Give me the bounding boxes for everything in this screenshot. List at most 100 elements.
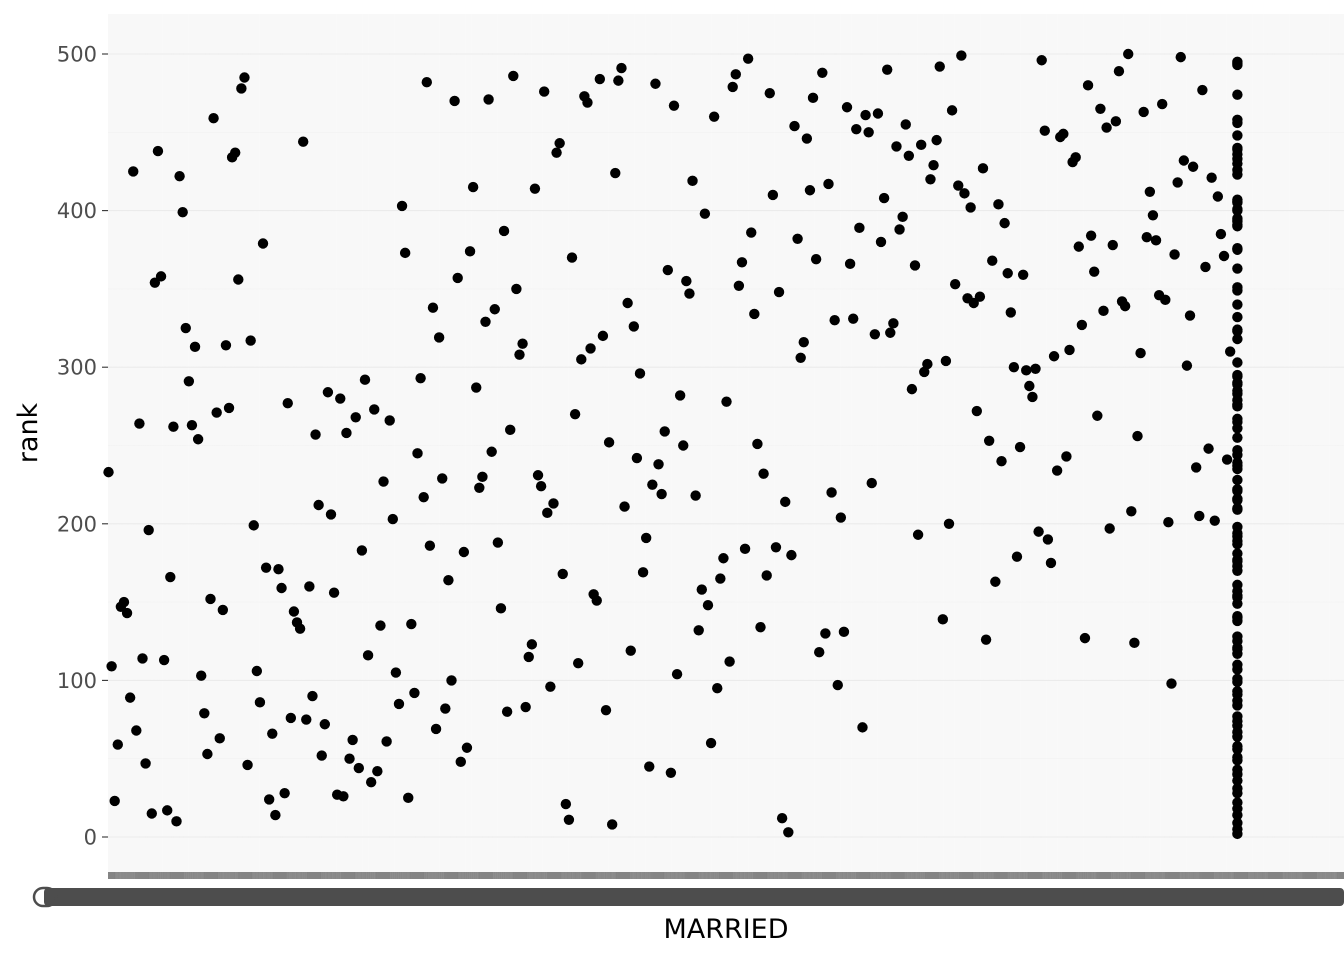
x-axis-title: MARRIED [663, 914, 788, 945]
data-point [301, 714, 312, 725]
data-point [282, 398, 293, 409]
data-point [1132, 430, 1143, 442]
data-point [263, 794, 275, 805]
data-point [443, 574, 454, 586]
y-axis-title: rank [13, 402, 44, 463]
data-point [304, 581, 315, 592]
data-point [171, 816, 182, 827]
data-point [906, 383, 918, 395]
data-point [854, 222, 865, 234]
data-point [894, 224, 905, 235]
data-point [687, 175, 698, 187]
data-point [344, 753, 355, 764]
data-point [980, 634, 992, 645]
data-point [437, 473, 448, 484]
data-point [285, 712, 297, 724]
data-point [483, 94, 494, 105]
data-point [671, 668, 683, 680]
data-point [764, 87, 775, 99]
data-point [746, 227, 757, 238]
data-point [965, 202, 976, 213]
data-point [480, 316, 491, 327]
data-point [1232, 751, 1243, 763]
data-point [233, 274, 244, 285]
data-point [829, 315, 840, 326]
gridlines [108, 14, 1344, 872]
data-point [727, 81, 738, 93]
data-point [801, 133, 813, 144]
data-point [739, 543, 751, 555]
data-point [832, 679, 843, 691]
data-point [795, 352, 806, 363]
data-point [742, 53, 754, 64]
data-point [1017, 269, 1029, 281]
data-point [239, 72, 250, 83]
data-point [872, 108, 884, 119]
data-point [1232, 333, 1243, 345]
data-point [551, 147, 562, 158]
data-point [730, 69, 741, 80]
data-point [109, 795, 120, 807]
data-point [230, 147, 241, 158]
data-point [328, 587, 340, 598]
data-point [696, 584, 707, 595]
data-point [313, 499, 324, 511]
data-point [857, 722, 868, 733]
data-point [603, 437, 615, 448]
data-point [131, 725, 142, 736]
data-point [752, 438, 763, 450]
data-point [384, 415, 395, 426]
data-point [477, 471, 488, 483]
plot-panel-background [108, 14, 1344, 872]
data-point [943, 518, 955, 529]
data-point [449, 95, 460, 107]
data-point [659, 426, 670, 437]
data-point [909, 260, 921, 271]
data-point [1181, 360, 1193, 371]
data-point [267, 728, 278, 739]
data-point [922, 358, 933, 370]
data-point [1184, 310, 1196, 321]
data-point [572, 657, 584, 669]
data-point [860, 109, 871, 121]
data-point [990, 576, 1001, 587]
data-point [409, 687, 420, 699]
data-point [381, 736, 392, 747]
data-point [335, 393, 346, 404]
data-point [634, 368, 646, 379]
data-point [1232, 817, 1243, 829]
y-tick-label: 500 [57, 43, 97, 67]
data-point [1089, 266, 1100, 277]
data-point [433, 332, 445, 343]
data-point [1232, 711, 1243, 722]
data-point [1232, 659, 1243, 670]
data-point [919, 366, 930, 378]
data-point [1098, 305, 1109, 317]
data-point [699, 208, 711, 219]
data-point [205, 593, 216, 605]
data-point [1232, 484, 1243, 495]
data-point [1232, 114, 1243, 125]
data-point [925, 174, 936, 185]
data-point [186, 419, 198, 431]
data-point [983, 435, 995, 446]
data-point [1150, 235, 1162, 246]
data-point [1232, 263, 1243, 274]
data-point [1126, 506, 1137, 517]
data-point [517, 338, 528, 349]
data-point [585, 343, 596, 354]
data-point [474, 482, 485, 493]
data-point [628, 321, 640, 332]
data-point [338, 791, 349, 802]
data-point [1042, 534, 1054, 545]
data-point [940, 355, 952, 367]
data-point [1160, 294, 1171, 306]
data-point [1232, 413, 1243, 425]
data-point [681, 275, 692, 287]
data-point [1011, 551, 1023, 562]
data-point [310, 429, 321, 440]
data-point [820, 628, 831, 639]
data-point [1107, 239, 1118, 251]
data-point [1036, 55, 1047, 66]
data-point [1076, 319, 1088, 331]
